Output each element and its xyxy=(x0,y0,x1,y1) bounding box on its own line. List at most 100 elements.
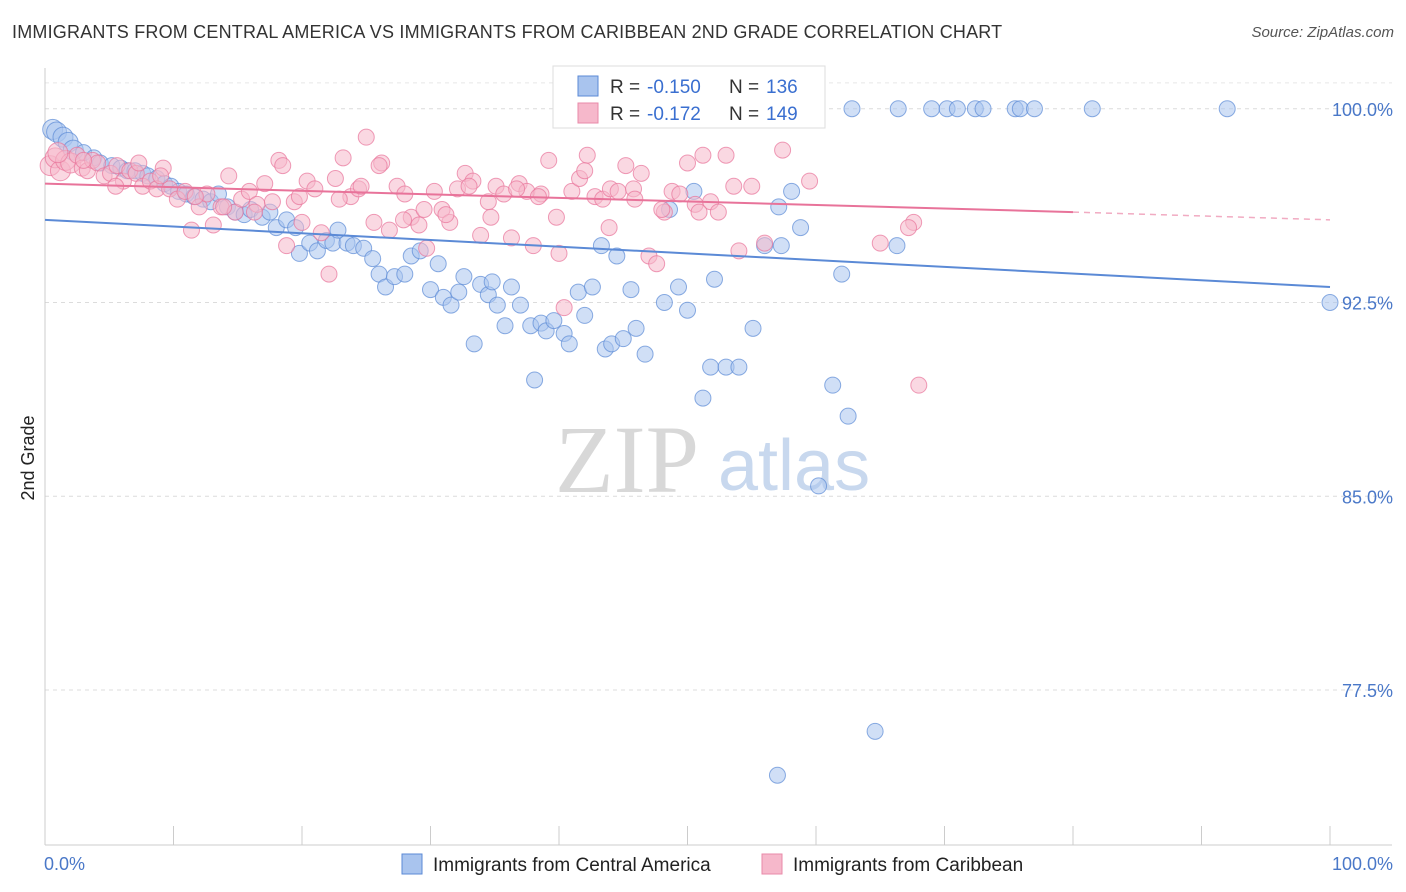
point-s0-70 xyxy=(576,306,594,324)
y-tick-label-1: 85.0% xyxy=(1342,487,1393,507)
series-legend: Immigrants from Central America Immigran… xyxy=(401,853,1023,876)
point-s1-108 xyxy=(186,188,204,206)
point-s0-71 xyxy=(583,278,601,296)
point-s1-83 xyxy=(632,164,650,182)
trend-extension-s1 xyxy=(1072,211,1331,221)
point-s1-26 xyxy=(204,216,222,234)
point-s1-36 xyxy=(278,237,296,255)
point-s0-114 xyxy=(948,100,966,118)
x-tick-label-1: 100.0% xyxy=(1332,854,1393,874)
point-s1-97 xyxy=(756,234,774,252)
point-s1-104 xyxy=(75,151,93,169)
point-s0-121 xyxy=(1218,100,1236,118)
source-label: Source: ZipAtlas.com xyxy=(1251,24,1394,41)
point-s0-54 xyxy=(465,335,483,353)
point-s0-83 xyxy=(679,301,696,319)
point-s1-124 xyxy=(576,162,594,180)
legend-n-label-1: N = xyxy=(729,77,759,98)
point-s1-41 xyxy=(312,224,330,242)
point-s0-72 xyxy=(592,237,610,255)
point-s1-96 xyxy=(743,177,761,195)
point-s0-85 xyxy=(694,389,712,407)
point-s1-119 xyxy=(460,177,478,195)
point-s1-123 xyxy=(550,244,568,262)
watermark-atlas: atlas xyxy=(718,426,870,506)
point-s1-102 xyxy=(900,219,918,237)
point-s1-107 xyxy=(152,167,170,185)
point-s1-106 xyxy=(130,154,148,172)
chart-title: IMMIGRANTS FROM CENTRAL AMERICA VS IMMIG… xyxy=(12,22,1003,42)
point-s1-31 xyxy=(240,182,258,200)
point-s1-129 xyxy=(725,177,743,195)
point-s0-51 xyxy=(442,296,460,314)
point-s1-85 xyxy=(648,255,666,273)
point-s1-48 xyxy=(365,213,383,231)
point-s1-95 xyxy=(730,242,748,260)
point-s0-89 xyxy=(730,358,748,376)
point-s1-128 xyxy=(690,203,708,221)
point-s1-33 xyxy=(256,175,274,193)
point-s1-89 xyxy=(679,154,696,172)
point-s1-38 xyxy=(290,188,308,206)
axes xyxy=(44,68,1392,846)
point-s0-96 xyxy=(810,477,828,495)
point-s1-56 xyxy=(425,182,443,200)
point-s0-98 xyxy=(833,265,851,283)
point-s0-82 xyxy=(670,278,688,296)
point-s1-47 xyxy=(357,128,375,146)
x-tick-label-0: 0.0% xyxy=(44,854,85,874)
point-s1-55 xyxy=(418,239,436,257)
legend-swatch-central-america xyxy=(577,75,599,97)
bottom-legend-swatch-caribbean xyxy=(761,853,783,875)
point-s1-23 xyxy=(182,221,200,239)
bottom-legend-swatch-central-america xyxy=(401,853,423,875)
point-s0-76 xyxy=(614,330,632,348)
point-s1-73 xyxy=(555,299,573,317)
point-s0-49 xyxy=(429,255,447,273)
point-s1-43 xyxy=(326,170,344,187)
point-s0-90 xyxy=(744,319,762,337)
point-s0-116 xyxy=(974,100,992,118)
point-s1-28 xyxy=(220,167,238,185)
point-s0-52 xyxy=(450,283,468,301)
point-s0-78 xyxy=(627,319,645,337)
point-s1-93 xyxy=(709,203,727,221)
point-s1-121 xyxy=(508,180,526,198)
point-s1-111 xyxy=(274,157,292,175)
point-s0-77 xyxy=(622,281,640,299)
point-s1-115 xyxy=(370,157,388,175)
point-s1-125 xyxy=(600,219,618,237)
point-s1-50 xyxy=(380,221,398,239)
point-s0-112 xyxy=(923,100,941,118)
series-caribbean-points xyxy=(39,128,928,394)
point-s1-103 xyxy=(47,142,69,164)
point-s1-71 xyxy=(540,151,558,169)
point-s0-97 xyxy=(824,376,842,394)
point-s1-116 xyxy=(395,211,413,229)
point-s1-74 xyxy=(563,182,581,200)
point-s0-63 xyxy=(526,371,544,389)
legend-r-value-2: -0.172 xyxy=(647,104,701,125)
point-s0-75 xyxy=(608,247,626,265)
legend-n-label-2: N = xyxy=(729,104,759,125)
trend-line-s0 xyxy=(44,218,1331,288)
point-s1-91 xyxy=(694,146,712,164)
point-s0-92 xyxy=(770,198,788,216)
point-s1-88 xyxy=(671,185,689,203)
stats-legend: R = -0.150 N = 136 R = -0.172 N = 149 xyxy=(552,65,826,129)
point-s0-60 xyxy=(502,278,520,296)
point-s1-117 xyxy=(415,201,433,218)
point-s1-130 xyxy=(801,172,819,190)
point-s1-101 xyxy=(910,376,928,394)
grid-lines xyxy=(45,82,1392,691)
point-s0-94 xyxy=(783,182,801,200)
point-s0-68 xyxy=(560,335,578,353)
y-tick-label-3: 100.0% xyxy=(1332,100,1393,120)
trend-line-s1 xyxy=(44,182,1074,214)
point-s1-42 xyxy=(320,265,338,283)
watermark-zip: ZIP xyxy=(555,406,699,513)
point-s1-120 xyxy=(482,208,500,226)
point-s1-118 xyxy=(437,206,455,224)
point-s1-44 xyxy=(334,149,352,167)
point-s1-62 xyxy=(472,226,490,244)
